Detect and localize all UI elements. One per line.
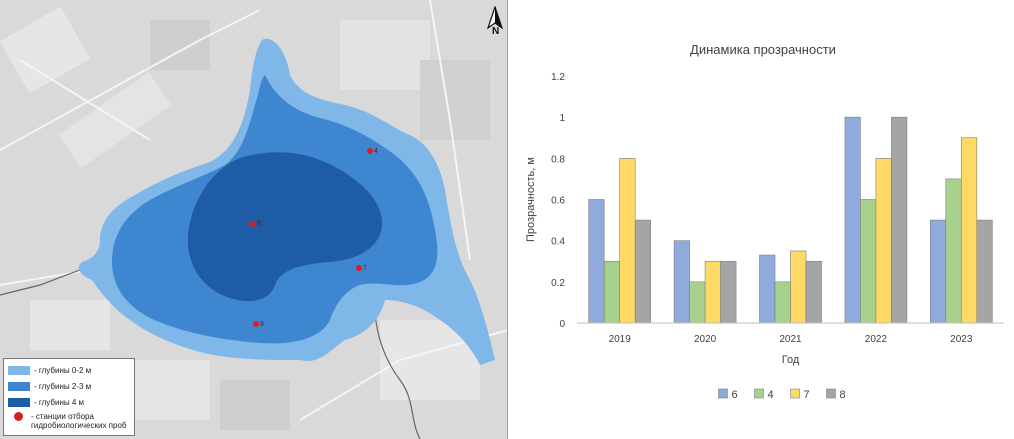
legend-swatch-7 [790,388,800,399]
station-label-4: 4 [374,148,378,155]
legend-label-6: 6 [732,389,738,401]
bar-6-2023 [929,219,947,324]
station-dot-7 [356,265,362,271]
x-tick-label: 2021 [779,334,802,345]
legend-item-mid: - глубины 2-3 м [8,378,130,394]
legend-label-stations: - станции отбора гидробиологических проб [31,412,127,430]
legend-swatch-mid [8,381,30,391]
y-tick-label: 0.8 [551,154,565,165]
legend-swatch-8 [826,388,836,399]
bar-4-2021 [774,281,791,324]
bar-7-2023 [960,137,978,324]
y-tick-label: 0.6 [551,196,565,207]
north-arrow-icon [486,6,504,30]
y-tick-label: 0.4 [551,237,565,248]
station-dot-4 [367,148,373,154]
bar-4-2019 [603,260,620,324]
bar-8-2019 [634,219,651,324]
x-tick-label: 2023 [950,334,973,345]
bar-4-2020 [689,281,706,324]
y-tick-label: 1.2 [551,72,565,83]
legend-swatch-4 [754,388,764,399]
y-axis-ticks: 0 0.2 0.4 0.6 0.8 1 1.2 [551,72,565,330]
map-image [0,0,507,439]
legend-swatch-deep [8,397,30,407]
x-tick-label: 2020 [694,334,717,345]
legend-label-8: 8 [840,389,846,401]
legend-item-stations: - станции отбора гидробиологических проб [8,410,130,436]
bar-7-2021 [790,250,807,324]
bars [588,116,993,324]
bar-7-2020 [704,260,721,324]
x-tick-label: 2019 [609,334,632,345]
bar-7-2019 [619,158,636,324]
legend-label-deep: - глубины 4 м [34,397,84,407]
bar-4-2022 [860,199,877,324]
legend-label-7: 7 [804,389,810,401]
chart-legend: 6 4 7 8 [718,388,846,401]
legend-swatch-shallow [8,365,30,375]
bar-8-2020 [720,260,737,324]
y-axis-title: Прозрачность, м [525,157,537,242]
bar-6-2021 [759,254,776,324]
legend-item-deep: - глубины 4 м [8,394,130,410]
x-axis-title: Год [782,354,800,366]
bar-7-2022 [875,158,892,324]
lake-map: 6 4 7 8 N - глубины 0-2 м - глубины 2-3 … [0,0,508,439]
terrain-patches [0,6,490,430]
chart-title: Динамика прозрачности [690,42,836,57]
station-label-6: 6 [257,220,261,227]
bar-4-2023 [945,178,962,324]
bar-6-2022 [844,116,861,324]
bar-8-2021 [805,260,822,324]
station-dots [249,148,373,327]
transparency-chart: Динамика прозрачности 00.20.40.60.811.2 … [525,42,1004,401]
bar-8-2023 [976,219,993,324]
bar-6-2019 [588,199,605,324]
station-dot-8 [253,321,259,327]
station-dot-6 [249,221,255,227]
y-tick-label: 1 [559,113,565,124]
legend-label-shallow: - глубины 0-2 м [34,365,92,375]
x-tick-label: 2022 [865,334,888,345]
y-tick-label: 0.2 [551,278,565,289]
station-dot-icon [14,412,23,421]
roads [0,0,507,421]
y-tick-label: 0 [559,319,565,330]
zone-deep [187,152,383,302]
map-legend: - глубины 0-2 м - глубины 2-3 м - глубин… [3,358,135,436]
bar-8-2022 [891,116,908,324]
station-label-7: 7 [363,265,367,272]
station-label-8: 8 [260,321,264,328]
chart-panel: Динамика прозрачности 0 0.2 0.4 0.6 0.8 1 1.2 … [512,0,1014,439]
x-axis-ticks: 2019 2020 2021 2022 2023 [609,334,973,345]
rivers [0,267,421,439]
legend-item-shallow: - глубины 0-2 м [8,362,130,378]
bar-6-2020 [673,240,690,324]
legend-label-4: 4 [768,389,774,401]
legend-swatch-6 [718,388,728,399]
north-label: N [492,26,500,37]
legend-label-mid: - глубины 2-3 м [34,381,92,391]
